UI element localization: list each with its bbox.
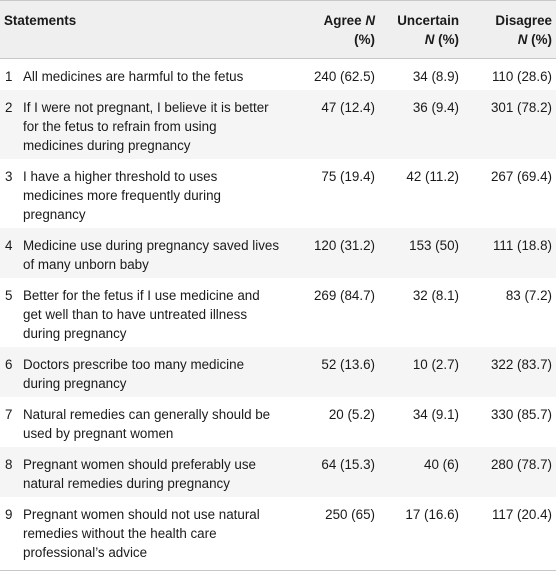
row-disagree: 117 (20.4)	[491, 507, 552, 522]
row-statement: Natural remedies can generally should be…	[23, 407, 271, 441]
row-uncertain: 36 (9.4)	[412, 100, 459, 115]
row-index: 5	[5, 288, 13, 303]
row-statement: Doctors prescribe too many medicine duri…	[23, 357, 245, 391]
header-uncertain: Uncertain N (%)	[397, 13, 459, 47]
row-statement: Pregnant women should preferably use nat…	[23, 457, 256, 491]
row-uncertain: 153 (50)	[409, 238, 459, 253]
header-disagree: Disagree N (%)	[495, 13, 552, 47]
row-disagree: 301 (78.2)	[490, 100, 552, 115]
row-index: 1	[5, 69, 13, 84]
row-agree: 20 (5.2)	[328, 407, 375, 422]
row-disagree: 83 (7.2)	[505, 288, 552, 303]
row-agree: 64 (15.3)	[321, 457, 375, 472]
row-agree: 120 (31.2)	[313, 238, 375, 253]
row-agree: 250 (65)	[325, 507, 375, 522]
row-index: 9	[5, 507, 13, 522]
table-row: 7 Natural remedies can generally should …	[0, 397, 556, 447]
row-statement: Medicine use during pregnancy saved live…	[23, 238, 280, 272]
row-agree: 240 (62.5)	[313, 69, 375, 84]
row-agree: 47 (12.4)	[321, 100, 375, 115]
header-statements: Statements	[4, 13, 77, 28]
row-uncertain: 32 (8.1)	[412, 288, 459, 303]
row-uncertain: 42 (11.2)	[406, 169, 459, 184]
table-header-row: Statements Agree N (%) Uncertain N (%) Dis…	[0, 0, 556, 59]
table-row: 8 Pregnant women should preferably use n…	[0, 447, 556, 497]
row-agree: 269 (84.7)	[313, 288, 375, 303]
row-statement: All medicines are harmful to the fetus	[23, 69, 244, 84]
row-disagree: 110 (28.6)	[491, 69, 552, 84]
row-uncertain: 34 (8.9)	[412, 69, 459, 84]
row-index: 8	[5, 457, 13, 472]
table-row: 4 Medicine use during pregnancy saved li…	[0, 228, 556, 278]
row-disagree: 267 (69.4)	[490, 169, 552, 184]
row-uncertain: 17 (16.6)	[405, 507, 459, 522]
row-uncertain: 40 (6)	[424, 457, 459, 472]
table-row: 3 I have a higher threshold to uses medi…	[0, 159, 556, 228]
row-uncertain: 10 (2.7)	[412, 357, 459, 372]
row-index: 3	[5, 169, 13, 184]
row-disagree: 322 (83.7)	[490, 357, 552, 372]
row-statement: I have a higher threshold to uses medici…	[23, 169, 221, 222]
table-row: 1 All medicines are harmful to the fetus…	[0, 59, 556, 91]
row-index: 6	[5, 357, 13, 372]
row-statement: Pregnant women should not use natural re…	[23, 507, 260, 560]
row-index: 4	[5, 238, 13, 253]
row-disagree: 280 (78.7)	[490, 457, 552, 472]
table-row: 2 If I were not pregnant, I believe it i…	[0, 90, 556, 159]
row-uncertain: 34 (9.1)	[412, 407, 459, 422]
row-agree: 52 (13.6)	[321, 357, 375, 372]
table-row: 9 Pregnant women should not use natural …	[0, 497, 556, 571]
row-disagree: 111 (18.8)	[492, 238, 552, 253]
row-index: 2	[5, 100, 13, 115]
header-agree: Agree N (%)	[323, 13, 375, 47]
table-row: 5 Better for the fetus if I use medicine…	[0, 278, 556, 347]
row-agree: 75 (19.4)	[321, 169, 375, 184]
row-disagree: 330 (85.7)	[490, 407, 552, 422]
row-index: 7	[5, 407, 13, 422]
row-statement: If I were not pregnant, I believe it is …	[23, 100, 269, 153]
table-row: 6 Doctors prescribe too many medicine du…	[0, 347, 556, 397]
row-statement: Better for the fetus if I use medicine a…	[23, 288, 260, 341]
